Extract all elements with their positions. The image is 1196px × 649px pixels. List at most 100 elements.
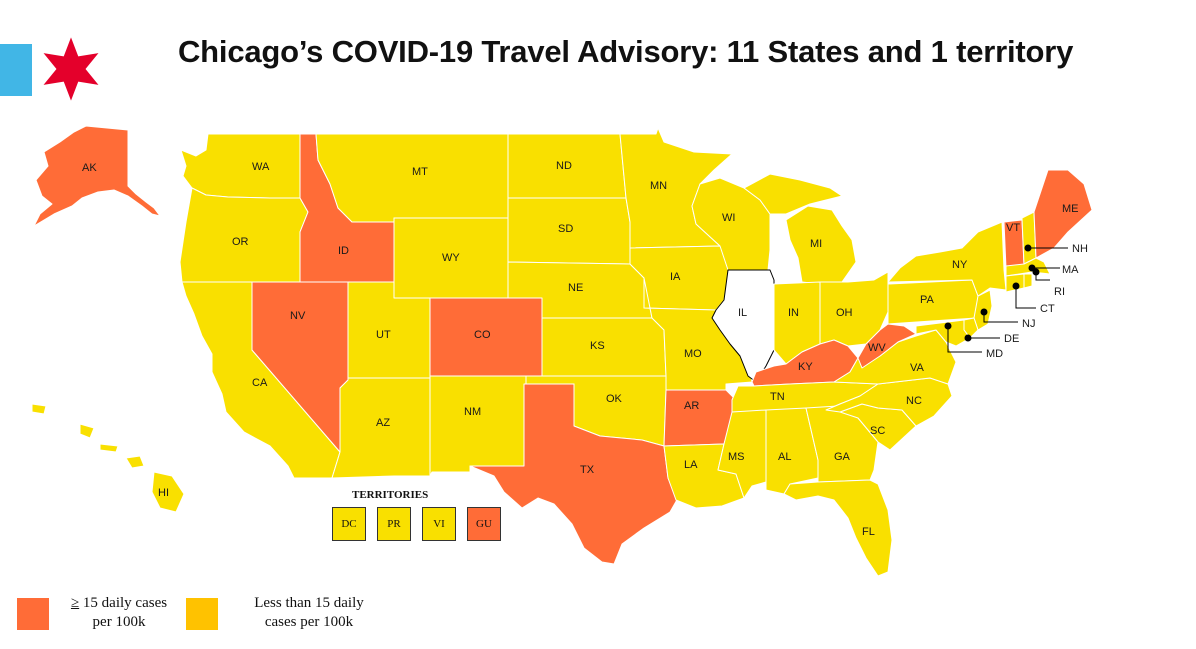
label-ar: AR <box>684 400 699 412</box>
territory-label: GU <box>476 518 492 530</box>
callout-dot-nh <box>1024 244 1032 252</box>
legend-swatch-low <box>186 598 218 630</box>
state-HI-kauai[interactable] <box>31 403 47 415</box>
state-NM[interactable] <box>429 375 527 477</box>
callout-dot-ri <box>1032 268 1040 276</box>
territory-pr[interactable]: PR <box>377 507 411 541</box>
label-wi: WI <box>722 212 735 224</box>
label-mt: MT <box>412 166 428 178</box>
label-wa: WA <box>252 161 270 173</box>
label-wv: WV <box>868 342 886 354</box>
label-ri: RI <box>1054 286 1065 298</box>
label-or: OR <box>232 236 249 248</box>
label-va: VA <box>910 362 925 374</box>
chicago-flag-star-icon <box>43 37 99 101</box>
legend-low-text: Less than 15 daily cases per 100k <box>226 594 392 632</box>
callout-dot-nj <box>980 308 988 316</box>
label-ca: CA <box>252 377 268 389</box>
territory-gu[interactable]: GU <box>467 507 501 541</box>
state-MI-up[interactable] <box>743 173 843 215</box>
state-HI-big[interactable] <box>151 471 185 513</box>
label-ms: MS <box>728 451 745 463</box>
label-vt: VT <box>1006 222 1020 234</box>
label-ga: GA <box>834 451 851 463</box>
label-il: IL <box>738 307 747 319</box>
page-title: Chicago’s COVID-19 Travel Advisory: 11 S… <box>178 34 1074 69</box>
label-ct: CT <box>1040 303 1055 315</box>
label-la: LA <box>684 459 698 471</box>
label-sc: SC <box>870 425 885 437</box>
label-al: AL <box>778 451 791 463</box>
state-WV[interactable] <box>857 323 917 369</box>
territory-vi[interactable]: VI <box>422 507 456 541</box>
legend-swatch-high <box>17 598 49 630</box>
label-tn: TN <box>770 391 785 403</box>
state-HI-maui[interactable] <box>125 455 145 469</box>
label-ny: NY <box>952 259 968 271</box>
label-id: ID <box>338 245 349 257</box>
label-nc: NC <box>906 395 922 407</box>
label-ia: IA <box>670 271 681 283</box>
label-co: CO <box>474 329 491 341</box>
callout-line-md <box>947 326 982 353</box>
label-nj: NJ <box>1022 318 1035 330</box>
state-RI[interactable] <box>1023 273 1033 289</box>
label-wy: WY <box>442 252 460 264</box>
state-AK[interactable] <box>33 125 161 227</box>
callout-dot-ma <box>1028 264 1036 272</box>
label-md: MD <box>986 348 1003 360</box>
state-FL[interactable] <box>783 479 893 577</box>
label-pa: PA <box>920 294 935 306</box>
label-oh: OH <box>836 307 853 319</box>
territories-title: TERRITORIES <box>352 489 429 501</box>
label-ne: NE <box>568 282 583 294</box>
state-NC[interactable] <box>825 377 953 427</box>
state-TX[interactable] <box>469 383 679 565</box>
label-hi: HI <box>158 487 169 499</box>
legend-high-line2: per 100k <box>92 614 146 630</box>
label-in: IN <box>788 307 799 319</box>
state-WI[interactable] <box>691 177 771 271</box>
label-me: ME <box>1062 203 1079 215</box>
legend-high-text: ≥ 15 daily cases per 100k <box>52 594 186 632</box>
callout-dot-de <box>964 334 972 342</box>
label-mn: MN <box>650 180 667 192</box>
label-ok: OK <box>606 393 623 405</box>
label-ky: KY <box>798 361 813 373</box>
label-ks: KS <box>590 340 605 352</box>
label-nv: NV <box>290 310 306 322</box>
state-HI-oahu[interactable] <box>79 423 95 439</box>
territory-label: DC <box>341 518 357 530</box>
label-fl: FL <box>862 526 875 538</box>
state-HI-molokai[interactable] <box>99 443 119 453</box>
label-nd: ND <box>556 160 572 172</box>
callout-dot-md <box>944 322 952 330</box>
territory-label: PR <box>387 518 401 530</box>
label-tx: TX <box>580 464 595 476</box>
label-nh: NH <box>1072 243 1088 255</box>
label-mi: MI <box>810 238 822 250</box>
label-de: DE <box>1004 333 1019 345</box>
label-mo: MO <box>684 348 702 360</box>
legend-high-prefix: ≥ <box>70 595 80 611</box>
state-MT[interactable] <box>315 133 509 223</box>
state-MI[interactable] <box>785 205 857 285</box>
callout-line-ct <box>1015 286 1036 309</box>
state-MD[interactable] <box>915 319 971 347</box>
label-ma: MA <box>1062 264 1079 276</box>
legend-low-line2: cases per 100k <box>264 614 354 630</box>
label-nm: NM <box>464 406 481 418</box>
state-WA[interactable] <box>180 133 301 199</box>
territory-dc[interactable]: DC <box>332 507 366 541</box>
state-ME[interactable] <box>1033 169 1093 259</box>
label-ut: UT <box>376 329 391 341</box>
label-az: AZ <box>376 417 390 429</box>
label-sd: SD <box>558 223 573 235</box>
territory-label: VI <box>433 518 445 530</box>
legend-low-line1: Less than 15 daily <box>254 595 364 611</box>
callout-dot-ct <box>1012 282 1020 290</box>
legend-high-line1: 15 daily cases <box>79 595 168 611</box>
flag-blue-bar <box>0 44 32 96</box>
label-ak: AK <box>82 162 97 174</box>
